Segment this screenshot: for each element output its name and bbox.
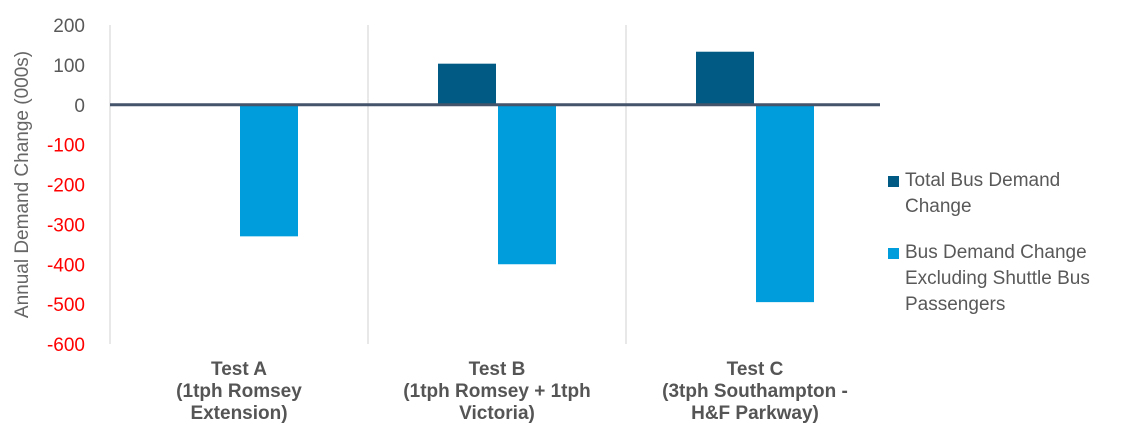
category-label: (1tph Romsey + 1tph bbox=[403, 381, 590, 402]
bar-total-demand bbox=[438, 64, 496, 105]
category-label: Test B bbox=[469, 359, 526, 380]
category-label: Extension) bbox=[190, 403, 287, 424]
y-tick-label: -400 bbox=[47, 255, 85, 276]
category-label: (3tph Southampton - bbox=[662, 381, 848, 402]
bar-total-demand bbox=[696, 52, 754, 105]
legend-swatch-total bbox=[888, 176, 899, 187]
category-label: Test C bbox=[727, 359, 784, 380]
legend-swatch-excluding-shuttle bbox=[888, 248, 899, 259]
category-label: Victoria) bbox=[459, 403, 535, 424]
y-tick-label: -600 bbox=[47, 335, 85, 356]
y-tick-label: -100 bbox=[47, 136, 85, 157]
y-axis-title: Annual Demand Change (000s) bbox=[12, 51, 33, 318]
legend-label-line: Excluding Shuttle Bus bbox=[905, 266, 1145, 292]
legend-label-line: Bus Demand Change bbox=[905, 240, 1145, 266]
category-label: Test A bbox=[211, 359, 267, 380]
bar-excluding-shuttle bbox=[756, 105, 814, 302]
y-tick-label: -500 bbox=[47, 295, 85, 316]
bar-chart: 200 100 0 -100 -200 -300 -400 -500 -600 Annual De… bbox=[0, 0, 880, 432]
legend-item-excluding-shuttle: Bus Demand Change Excluding Shuttle Bus … bbox=[888, 240, 1145, 318]
bar-excluding-shuttle bbox=[240, 105, 298, 237]
plot-area: 200 100 0 -100 -200 -300 -400 -500 -600 Annual De… bbox=[12, 16, 880, 424]
category-label: (1tph Romsey bbox=[176, 381, 302, 402]
y-tick-label: -200 bbox=[47, 176, 85, 197]
y-tick-label: 100 bbox=[53, 56, 85, 77]
legend-label-line: Passengers bbox=[905, 292, 1145, 318]
legend-label-line: Total Bus Demand bbox=[905, 168, 1145, 194]
bar-excluding-shuttle bbox=[498, 105, 556, 265]
legend: Total Bus Demand Change Bus Demand Chang… bbox=[888, 168, 1145, 338]
y-tick-label: 200 bbox=[53, 16, 85, 37]
y-tick-label: 0 bbox=[74, 96, 85, 117]
y-tick-label: -300 bbox=[47, 215, 85, 236]
legend-label-line: Change bbox=[905, 194, 1145, 220]
category-label: H&F Parkway) bbox=[691, 403, 819, 424]
legend-item-total-bus-demand-change: Total Bus Demand Change bbox=[888, 168, 1145, 220]
